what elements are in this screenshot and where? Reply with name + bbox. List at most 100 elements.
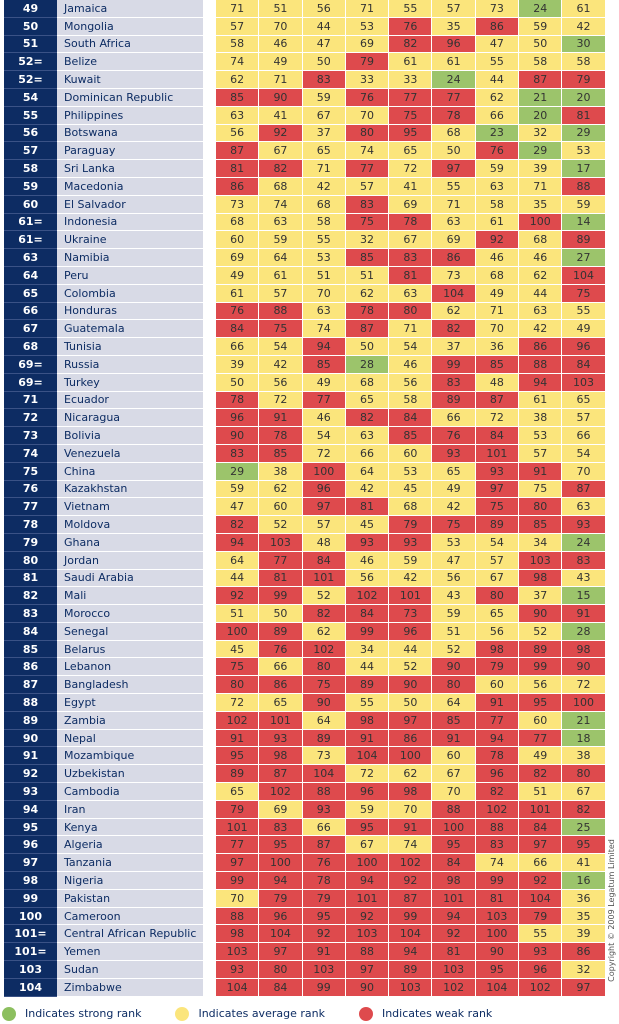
country-cell: Paraguay: [57, 142, 203, 161]
country-cell: El Salvador: [57, 195, 203, 214]
score-cell: 104: [389, 925, 433, 944]
score-cell: 94: [432, 907, 476, 926]
column-gap: [203, 854, 216, 873]
score-cell: 83: [216, 444, 260, 463]
score-cell: 95: [389, 124, 433, 143]
score-cell: 98: [389, 783, 433, 801]
score-cell: 64: [259, 249, 303, 267]
score-cell: 66: [345, 444, 390, 463]
column-gap: [203, 53, 216, 72]
rank-cell: 101=: [4, 943, 57, 962]
score-cell: 80: [259, 961, 303, 979]
rank-cell: 55: [4, 106, 57, 125]
score-cell: 98: [519, 569, 563, 588]
table-row: 76 Kazakhstan 59 62 96 42 45 49 97 75 87: [4, 480, 606, 499]
score-cell: 57: [519, 444, 563, 463]
score-cell: 94: [389, 943, 433, 962]
table-row: 79 Ghana 94 103 48 93 93 53 54 34 24: [4, 533, 606, 552]
score-cell: 35: [519, 195, 563, 214]
score-cell: 81: [345, 498, 390, 517]
score-cell: 84: [389, 409, 433, 428]
score-cell: 82: [302, 605, 346, 623]
score-cell: 103: [475, 907, 520, 926]
rank-cell: 59: [4, 177, 57, 196]
score-cell: 104: [345, 747, 390, 766]
table-row: 51 South Africa 58 46 47 69 82 96 47 50 30: [4, 35, 606, 54]
country-cell: Central African Republic: [57, 925, 203, 944]
rank-cell: 68: [4, 338, 57, 356]
rank-cell: 75: [4, 462, 57, 481]
country-cell: Morocco: [57, 605, 203, 623]
score-cell: 70: [345, 106, 390, 125]
rank-cell: 72: [4, 409, 57, 428]
score-cell: 93: [216, 961, 260, 979]
score-cell: 44: [389, 640, 433, 659]
score-cell: 59: [302, 88, 346, 107]
score-cell: 86: [216, 177, 260, 196]
score-cell: 95: [345, 818, 390, 837]
score-cell: 55: [302, 231, 346, 250]
country-cell: Venezuela: [57, 444, 203, 463]
table-row: 64 Peru 49 61 51 51 81 73 68 62 104: [4, 266, 606, 285]
rank-cell: 61=: [4, 231, 57, 250]
column-gap: [203, 462, 216, 481]
score-cell: 55: [475, 53, 520, 72]
score-cell: 75: [216, 658, 260, 677]
score-cell: 84: [216, 320, 260, 339]
score-cell: 101: [216, 818, 260, 837]
score-cell: 66: [562, 427, 606, 445]
score-cell: 55: [389, 0, 433, 18]
score-cell: 63: [475, 177, 520, 196]
column-gap: [203, 587, 216, 606]
score-cell: 52: [302, 587, 346, 606]
score-cell: 80: [519, 498, 563, 517]
country-cell: Belize: [57, 53, 203, 72]
score-cell: 85: [389, 427, 433, 445]
score-cell: 65: [259, 694, 303, 712]
column-gap: [203, 195, 216, 214]
score-cell: 99: [389, 907, 433, 926]
score-cell: 65: [389, 142, 433, 161]
country-cell: Philippines: [57, 106, 203, 125]
score-cell: 80: [475, 587, 520, 606]
score-cell: 63: [562, 498, 606, 517]
score-cell: 102: [389, 854, 433, 873]
score-cell: 84: [475, 427, 520, 445]
score-cell: 68: [302, 195, 346, 214]
country-cell: Mali: [57, 587, 203, 606]
table-row: 54 Dominican Republic 85 90 59 76 77 77 62 21 20: [4, 88, 606, 107]
rank-cell: 88: [4, 694, 57, 712]
score-cell: 85: [519, 516, 563, 534]
rank-cell: 82: [4, 587, 57, 606]
score-cell: 65: [216, 783, 260, 801]
score-cell: 47: [302, 35, 346, 54]
score-cell: 100: [259, 854, 303, 873]
score-cell: 58: [519, 53, 563, 72]
score-cell: 74: [302, 320, 346, 339]
copyright-text: Copyright © 2009 Legatum Limited: [606, 838, 616, 982]
score-cell: 39: [216, 355, 260, 374]
table-row: 58 Sri Lanka 81 82 71 77 72 97 59 39 17: [4, 160, 606, 178]
column-gap: [203, 17, 216, 36]
score-cell: 27: [562, 249, 606, 267]
score-cell: 100: [345, 854, 390, 873]
table-row: 61= Indonesia 68 63 58 75 78 63 61 100 14: [4, 213, 606, 232]
score-cell: 32: [345, 231, 390, 250]
score-cell: 46: [259, 35, 303, 54]
score-cell: 84: [259, 978, 303, 997]
score-cell: 58: [475, 195, 520, 214]
country-cell: Ecuador: [57, 391, 203, 410]
table-row: 73 Bolivia 90 78 54 63 85 76 84 53 66: [4, 427, 606, 445]
table-row: 50 Mongolia 57 70 44 53 76 35 86 59 42: [4, 17, 606, 36]
score-cell: 103: [389, 978, 433, 997]
score-cell: 102: [519, 978, 563, 997]
score-cell: 77: [345, 160, 390, 178]
score-cell: 72: [475, 409, 520, 428]
score-cell: 14: [562, 213, 606, 232]
score-cell: 98: [345, 711, 390, 730]
score-cell: 88: [259, 302, 303, 321]
score-cell: 82: [432, 320, 476, 339]
score-cell: 87: [475, 391, 520, 410]
score-cell: 79: [389, 516, 433, 534]
country-cell: Macedonia: [57, 177, 203, 196]
